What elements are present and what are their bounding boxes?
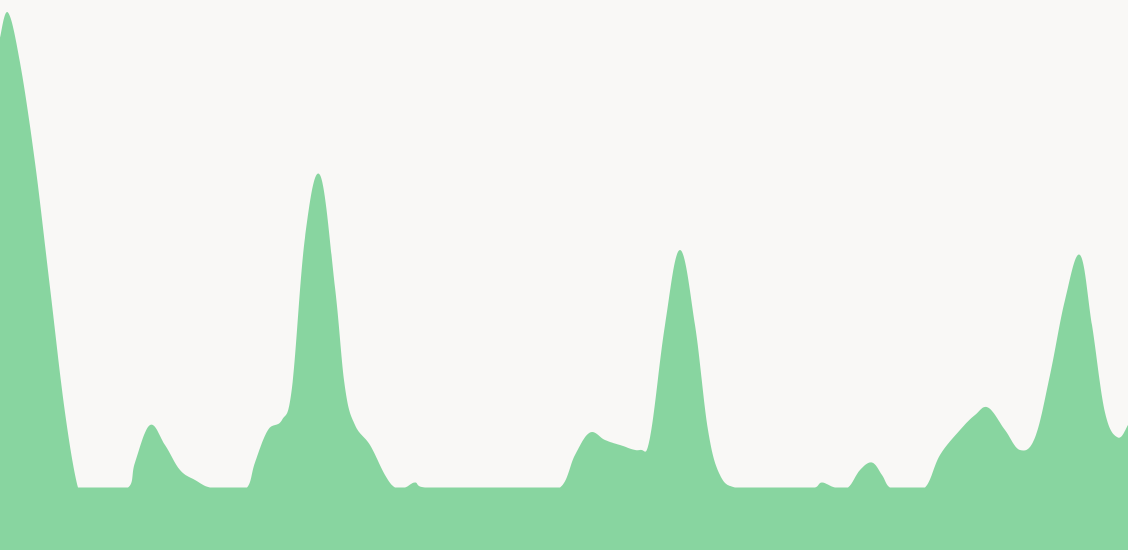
area-layer <box>0 11 1128 550</box>
area-baseline-band <box>0 487 1128 550</box>
